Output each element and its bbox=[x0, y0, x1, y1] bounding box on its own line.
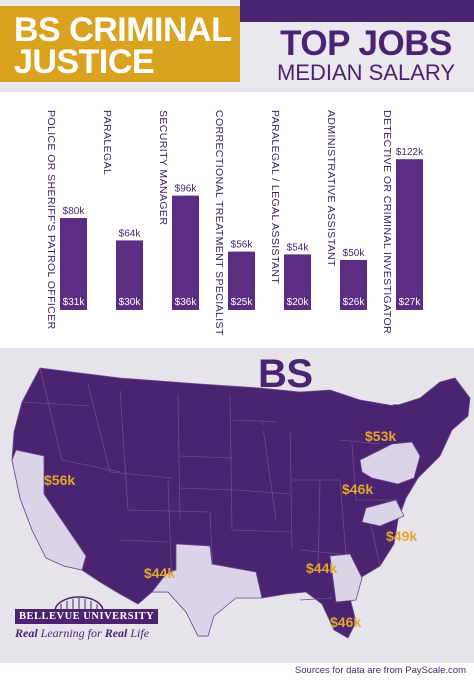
category-label-3: CORRECTIONAL TREATMENT SPECIALIST bbox=[213, 110, 225, 336]
sources-note: Sources for data are from PayScale.com bbox=[294, 665, 466, 676]
high-label-1: $64k bbox=[119, 228, 142, 239]
high-label-0: $80k bbox=[63, 206, 86, 217]
chart-title: TOP JOBS bbox=[280, 24, 452, 63]
map-texas bbox=[151, 543, 263, 637]
low-label-5: $26k bbox=[343, 297, 366, 308]
map-label-northeast: $53k bbox=[365, 428, 397, 444]
logo-tagline: Real Learning for Real Life bbox=[15, 626, 149, 641]
logo-tag-2: Learning for bbox=[37, 626, 105, 640]
category-label-5: ADMINISTRATIVE ASSISTANT bbox=[325, 110, 337, 267]
map-new-york bbox=[359, 441, 421, 485]
header-accent-strip bbox=[240, 0, 474, 22]
bellevue-logo: BELLEVUE UNIVERSITY Real Learning for Re… bbox=[15, 595, 165, 657]
bar-5 bbox=[340, 260, 367, 310]
logo-tag-1: Real bbox=[15, 626, 38, 640]
map-label-texas: $44k bbox=[144, 565, 176, 581]
bar-2 bbox=[172, 195, 199, 310]
map-california bbox=[11, 449, 87, 571]
map-label-california: $56k bbox=[44, 472, 76, 488]
map-virginia bbox=[361, 499, 405, 527]
category-label-1: PARALEGAL bbox=[101, 110, 113, 175]
low-label-3: $25k bbox=[231, 297, 254, 308]
logo-tag-4: Life bbox=[127, 626, 150, 640]
low-label-0: $31k bbox=[63, 297, 86, 308]
bar-0 bbox=[60, 218, 87, 310]
map-georgia bbox=[329, 553, 363, 603]
high-label-4: $54k bbox=[287, 242, 310, 253]
footer-bar bbox=[0, 663, 474, 681]
high-label-6: $122k bbox=[396, 147, 424, 158]
bar-3 bbox=[228, 251, 255, 310]
bar-6 bbox=[396, 159, 423, 310]
chart-subtitle: MEDIAN SALARY bbox=[276, 60, 456, 85]
map-state-lines bbox=[21, 367, 398, 601]
title-line-2: JUSTICE bbox=[14, 43, 155, 81]
us-map bbox=[11, 367, 471, 639]
salary-range-chart: $80k $31k POLICE OR SHERIFF'S PATROL OFFIC… bbox=[45, 110, 424, 336]
high-label-5: $50k bbox=[343, 248, 366, 259]
low-label-1: $30k bbox=[119, 297, 142, 308]
bar-1 bbox=[116, 240, 143, 310]
category-label-2: SECURITY MANAGER bbox=[157, 110, 169, 225]
high-label-3: $56k bbox=[231, 240, 254, 251]
low-label-6: $27k bbox=[399, 297, 422, 308]
high-label-2: $96k bbox=[175, 184, 198, 195]
title-banner: BS CRIMINAL JUSTICE bbox=[0, 6, 240, 82]
low-label-2: $36k bbox=[175, 297, 198, 308]
low-label-4: $20k bbox=[287, 297, 310, 308]
category-label-4: PARALEGAL / LEGAL ASSISTANT bbox=[269, 110, 281, 284]
chart-heading: TOP JOBS MEDIAN SALARY bbox=[268, 26, 464, 84]
page-title: BS CRIMINAL JUSTICE bbox=[14, 11, 232, 81]
logo-tag-3: Real bbox=[104, 626, 128, 640]
map-label-florida: $46k bbox=[330, 614, 362, 630]
logo-name: BELLEVUE UNIVERSITY bbox=[15, 609, 159, 624]
map-label-south: $44k bbox=[306, 560, 338, 576]
map-title: BS SALARY bbox=[258, 352, 418, 441]
category-label-0: POLICE OR SHERIFF'S PATROL OFFICER bbox=[45, 110, 57, 330]
category-label-6: DETECTIVE OR CRIMINAL INVESTIGATOR bbox=[381, 110, 393, 334]
title-line-1: BS CRIMINAL bbox=[14, 11, 232, 49]
map-label-carolina: $49k bbox=[386, 528, 418, 544]
map-label-midatlantic: $46k bbox=[342, 481, 374, 497]
bar-4 bbox=[284, 254, 311, 310]
